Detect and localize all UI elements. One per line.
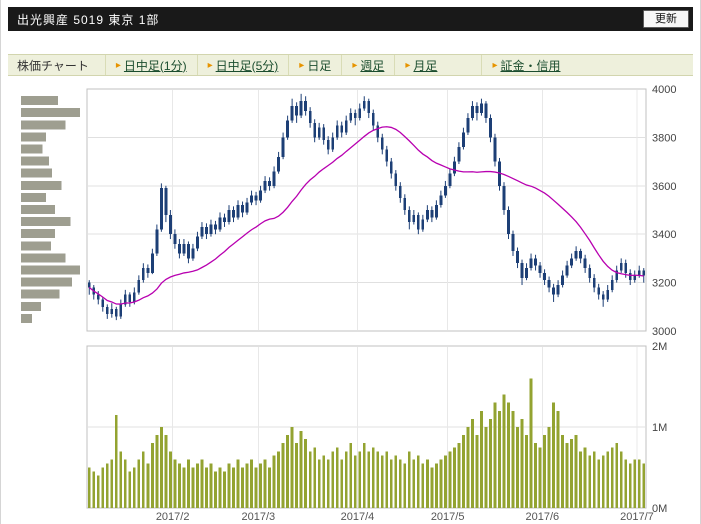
price-tick-label: 3200 [652, 278, 676, 290]
price-tick-label: 3600 [652, 181, 676, 193]
price-tick-label: 3000 [652, 326, 676, 338]
volume-tick-label: 1M [652, 422, 667, 434]
gridlines [88, 90, 645, 507]
price-tick-label: 4000 [652, 84, 676, 96]
title-bar: 出光興産 5019 東京 1部 更新 [8, 7, 693, 31]
x-tick-label: 2017/2 [156, 511, 190, 523]
candles [87, 93, 646, 321]
tab-marker-icon: ▸ [299, 59, 305, 71]
tab-daily-label[interactable]: 日足 [307, 58, 332, 73]
chart-toolbar: 株価チャート ▸ 日中足(1分) ▸ 日中足(5分) ▸ 日足 ▸ 週足 ▸ 月… [8, 54, 693, 76]
toolbar-label: 株価チャート [17, 58, 89, 73]
stock-title: 出光興産 5019 東京 1部 [17, 12, 160, 27]
tab-margin-credit[interactable]: ▸ 証金・信用 [481, 55, 570, 75]
x-tick-label: 2017/5 [431, 511, 465, 523]
tab-monthly[interactable]: ▸ 月足 [394, 55, 447, 75]
tab-intraday-1min[interactable]: ▸ 日中足(1分) [104, 55, 197, 75]
price-tick-label: 3400 [652, 229, 676, 241]
tab-intraday-5min[interactable]: ▸ 日中足(5分) [196, 55, 289, 75]
tab-marker-icon: ▸ [207, 59, 213, 71]
tab-weekly[interactable]: ▸ 週足 [341, 55, 394, 75]
tab-marker-icon: ▸ [352, 59, 358, 71]
price-volume-distribution [21, 96, 80, 323]
tab-intraday-1min-label[interactable]: 日中足(1分) [123, 58, 187, 73]
x-tick-label: 2017/6 [525, 511, 559, 523]
moving-average-line [88, 126, 644, 305]
tab-weekly-label[interactable]: 週足 [360, 58, 385, 73]
x-tick-label: 2017/4 [341, 511, 375, 523]
tab-marker-icon: ▸ [115, 59, 121, 71]
tab-marker-icon: ▸ [405, 59, 411, 71]
tab-monthly-label[interactable]: 月足 [413, 58, 438, 73]
x-tick-label: 2017/3 [241, 511, 275, 523]
volume-tick-label: 2M [652, 341, 667, 353]
refresh-button[interactable]: 更新 [643, 10, 689, 28]
axis-labels: 3000 3200 3400 3600 3800 4000 0M 1M 2M 2017/2 2017… [156, 84, 677, 523]
volume-bars [87, 378, 646, 508]
tab-daily[interactable]: ▸ 日足 [288, 55, 341, 75]
price-tick-label: 3800 [652, 132, 676, 144]
tab-margin-credit-label[interactable]: 証金・信用 [500, 58, 561, 73]
tab-marker-icon: ▸ [492, 59, 498, 71]
tab-intraday-5min-label[interactable]: 日中足(5分) [215, 58, 279, 73]
x-tick-label: 2017/7 [620, 511, 654, 523]
volume-tick-label: 0M [652, 503, 667, 515]
